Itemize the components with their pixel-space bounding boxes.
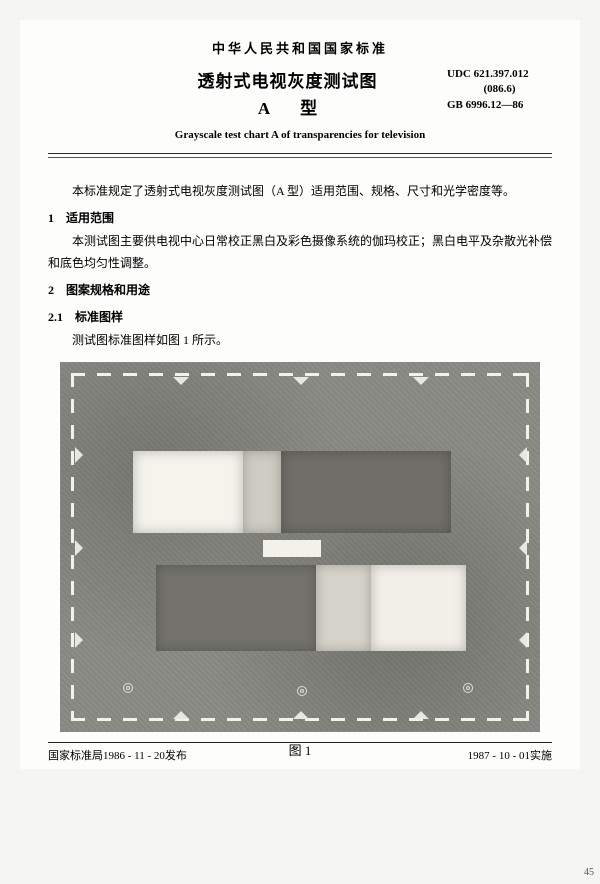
figure-container: 图 1 [48, 362, 552, 759]
grayscale-patch [156, 565, 316, 651]
section-2-1-title: 2.1 标准图样 [48, 306, 552, 329]
section-2-1-text: 测试图标准图样如图 1 所示。 [48, 329, 552, 352]
alignment-triangle-left [75, 632, 83, 648]
divider-thick [48, 153, 552, 154]
page-number: 45 [584, 867, 594, 878]
alignment-triangle-right [519, 447, 527, 463]
alignment-triangle-bottom [293, 711, 309, 719]
center-reference-bar [263, 540, 321, 557]
divider-thin [48, 157, 552, 158]
document-page: 中华人民共和国国家标准 透射式电视灰度测试图 A型 UDC 621.397.01… [20, 20, 580, 769]
title-en: Grayscale test chart A of transparencies… [48, 129, 552, 141]
title-main: 透射式电视灰度测试图 A型 [48, 67, 447, 119]
alignment-triangle-bottom [413, 711, 429, 719]
intro-paragraph: 本标准规定了透射式电视灰度测试图（A 型）适用范围、规格、尺寸和光学密度等。 [48, 180, 552, 203]
registration-mark-icon [297, 686, 307, 696]
dash-border-top [71, 373, 529, 376]
gb-code: GB 6996.12—86 [447, 98, 552, 113]
registration-mark-icon [463, 683, 473, 693]
grayscale-test-chart [60, 362, 540, 732]
section-1-text: 本测试图主要供电视中心日常校正黑白及彩色摄像系统的伽玛校正；黑白电平及杂散光补偿… [48, 230, 552, 276]
alignment-triangle-top [173, 377, 189, 385]
registration-mark-icon [123, 683, 133, 693]
title-cn-line2: A型 [128, 94, 447, 119]
alignment-triangle-bottom [173, 711, 189, 719]
alignment-triangle-left [75, 540, 83, 556]
alignment-triangle-top [413, 377, 429, 385]
standard-codes: UDC 621.397.012 (086.6) GB 6996.12—86 [447, 67, 552, 113]
section-1-title: 1 适用范围 [48, 207, 552, 230]
footer-effective-date: 1987 - 10 - 01实施 [468, 747, 552, 763]
grayscale-patch [316, 565, 371, 651]
alignment-triangle-top [293, 377, 309, 385]
country-standard-heading: 中华人民共和国国家标准 [48, 38, 552, 57]
grayscale-patch [371, 565, 466, 651]
title-row: 透射式电视灰度测试图 A型 UDC 621.397.012 (086.6) GB… [48, 67, 552, 119]
alignment-triangle-right [519, 540, 527, 556]
body-text: 本标准规定了透射式电视灰度测试图（A 型）适用范围、规格、尺寸和光学密度等。 1… [48, 180, 552, 352]
grayscale-patch [243, 451, 281, 533]
title-cn-line1: 透射式电视灰度测试图 [128, 67, 447, 92]
alignment-triangle-right [519, 632, 527, 648]
alignment-triangle-left [75, 447, 83, 463]
grayscale-patch [133, 451, 243, 533]
udc-code-1: UDC 621.397.012 [447, 67, 552, 82]
page-footer: 国家标准局1986 - 11 - 20发布 1987 - 10 - 01实施 [48, 742, 552, 763]
grayscale-patch [281, 451, 451, 533]
udc-code-2: (086.6) [447, 82, 552, 97]
footer-issue-date: 国家标准局1986 - 11 - 20发布 [48, 747, 187, 763]
dash-border-left [71, 373, 74, 721]
section-2-title: 2 图案规格和用途 [48, 279, 552, 302]
